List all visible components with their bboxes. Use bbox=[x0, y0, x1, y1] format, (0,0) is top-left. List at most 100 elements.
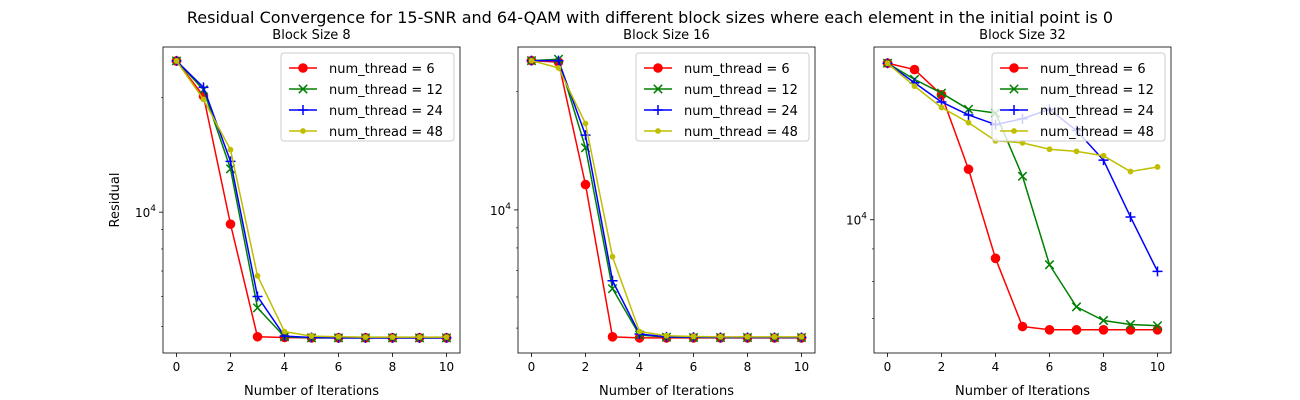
data-point bbox=[198, 82, 209, 93]
legend-marker bbox=[653, 84, 663, 94]
data-point bbox=[990, 253, 1001, 264]
series-4 bbox=[884, 60, 1161, 175]
legend-label: num_thread = 6 bbox=[684, 62, 790, 77]
subplot-1: Block Size 8 104 0 2 4 6 8 10 Number of Iteratio… bbox=[108, 28, 461, 399]
legend-label: num_thread = 12 bbox=[684, 83, 798, 98]
y-tick-label: 104 bbox=[135, 204, 156, 220]
legend-entry: num_thread = 48 bbox=[1000, 125, 1154, 140]
data-point bbox=[1073, 148, 1080, 155]
data-point bbox=[909, 64, 920, 75]
legend-label: num_thread = 12 bbox=[1040, 83, 1154, 98]
legend-marker bbox=[298, 105, 308, 115]
legend-entry: num_thread = 48 bbox=[289, 125, 443, 140]
x-tick-label: 4 bbox=[636, 360, 644, 374]
legend-entry: num_thread = 6 bbox=[1000, 62, 1146, 77]
data-point bbox=[1017, 321, 1028, 332]
data-point bbox=[252, 291, 263, 302]
legend-label: num_thread = 24 bbox=[329, 104, 443, 119]
data-point bbox=[252, 303, 263, 313]
data-point bbox=[963, 104, 974, 115]
legend: num_thread = 6 num_thread = 12 num_thread … bbox=[991, 52, 1166, 142]
legend-marker bbox=[298, 63, 308, 73]
data-point bbox=[1125, 211, 1136, 222]
legend-label: num_thread = 24 bbox=[684, 104, 798, 119]
legend-marker bbox=[1009, 63, 1019, 73]
x-axis-label: Number of Iterations bbox=[244, 384, 379, 399]
legend-marker bbox=[1009, 105, 1019, 115]
legend-label: num_thread = 12 bbox=[329, 83, 443, 98]
data-point bbox=[798, 333, 805, 340]
data-point bbox=[281, 328, 288, 335]
data-point bbox=[771, 333, 778, 340]
data-point bbox=[1071, 325, 1082, 335]
data-point bbox=[173, 58, 180, 64]
x-tick-label: 0 bbox=[173, 360, 181, 374]
data-point bbox=[1154, 164, 1161, 170]
x-tick-label: 10 bbox=[1150, 360, 1165, 374]
data-point bbox=[1044, 325, 1055, 335]
legend-marker bbox=[298, 84, 308, 94]
data-point bbox=[335, 333, 342, 340]
legend-marker bbox=[1009, 84, 1019, 94]
data-point bbox=[1127, 168, 1134, 175]
data-point bbox=[225, 156, 236, 167]
x-tick-label: 4 bbox=[992, 360, 1000, 374]
data-point bbox=[609, 253, 616, 260]
legend-entry: num_thread = 48 bbox=[644, 125, 798, 140]
legend-entry: num_thread = 24 bbox=[289, 104, 443, 119]
x-tick-label: 8 bbox=[1100, 360, 1108, 374]
data-point bbox=[416, 334, 423, 341]
data-point bbox=[938, 104, 945, 111]
x-tick-label: 6 bbox=[335, 360, 343, 374]
data-point bbox=[443, 334, 450, 341]
x-tick-label: 8 bbox=[389, 360, 397, 374]
legend-marker bbox=[653, 63, 663, 73]
data-point bbox=[963, 109, 974, 120]
data-point bbox=[254, 272, 261, 279]
x-tick-label: 4 bbox=[281, 360, 289, 374]
data-point bbox=[1071, 302, 1082, 312]
data-point bbox=[1044, 260, 1055, 270]
legend-entry: num_thread = 6 bbox=[644, 62, 790, 77]
data-point bbox=[580, 179, 591, 190]
legend-label: num_thread = 24 bbox=[1040, 104, 1154, 119]
x-tick-label: 2 bbox=[938, 360, 946, 374]
data-point bbox=[1017, 171, 1028, 181]
data-point bbox=[744, 333, 751, 340]
data-point bbox=[884, 60, 891, 67]
data-point bbox=[936, 88, 947, 98]
data-point bbox=[582, 120, 589, 127]
legend-entry: num_thread = 24 bbox=[644, 104, 798, 119]
legend-entry: num_thread = 6 bbox=[289, 62, 435, 77]
data-point bbox=[308, 333, 315, 339]
x-tick-label: 8 bbox=[744, 360, 752, 374]
data-point bbox=[717, 333, 724, 340]
subplot-3: Block Size 32 104 0 2 4 6 8 10 Number of Iterati… bbox=[846, 28, 1172, 399]
legend: num_thread = 6 num_thread = 12 num_thread … bbox=[280, 52, 455, 142]
data-point bbox=[553, 55, 564, 66]
data-point bbox=[389, 334, 396, 341]
data-point bbox=[636, 328, 643, 335]
x-tick-label: 0 bbox=[528, 360, 536, 374]
legend-label: num_thread = 6 bbox=[1040, 62, 1146, 77]
data-point bbox=[362, 334, 369, 341]
legend-marker bbox=[653, 105, 663, 115]
legend: num_thread = 6 num_thread = 12 num_thread … bbox=[635, 52, 810, 142]
figure-suptitle: Residual Convergence for 15-SNR and 64-Q… bbox=[187, 8, 1113, 27]
legend-entry: num_thread = 12 bbox=[1000, 83, 1154, 98]
subplot-title: Block Size 16 bbox=[623, 28, 710, 43]
legend-entry: num_thread = 24 bbox=[1000, 104, 1154, 119]
legend-box bbox=[635, 52, 810, 142]
data-point bbox=[200, 96, 207, 103]
axes-frame bbox=[162, 46, 461, 354]
legend-label: num_thread = 6 bbox=[329, 62, 435, 77]
legend-box bbox=[991, 52, 1166, 142]
data-point bbox=[555, 65, 562, 71]
axes-frame bbox=[873, 46, 1172, 354]
data-point bbox=[252, 331, 263, 342]
legend-marker bbox=[300, 128, 306, 134]
data-point bbox=[911, 83, 918, 90]
y-tick-label: 104 bbox=[490, 202, 511, 218]
